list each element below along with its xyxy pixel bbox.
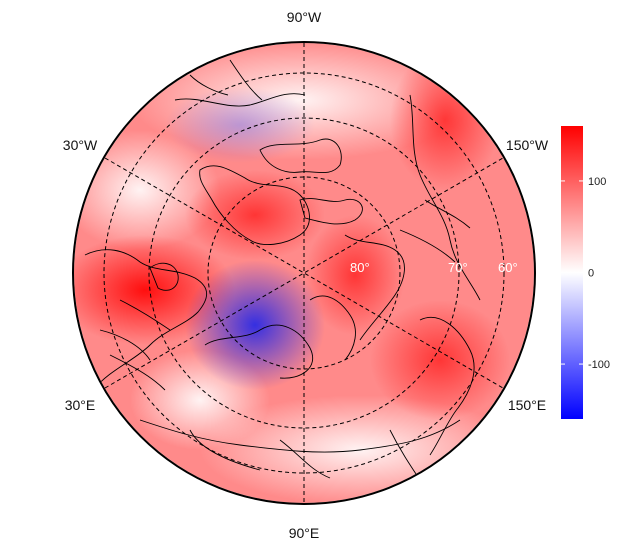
latitude-label-70: 70° [448, 260, 468, 275]
latitude-circle-60 [103, 72, 505, 474]
longitude-label-150e: 150°E [508, 397, 546, 413]
colorbar-ticks: 100 0 -100 [561, 176, 610, 371]
anomaly-east-asia [370, 300, 510, 420]
graticule [103, 43, 505, 503]
latitude-label-80: 80° [350, 260, 370, 275]
colorbar-tick-label: 100 [588, 176, 606, 188]
longitude-label-30e: 30°E [65, 397, 96, 413]
latitude-label-60: 60° [498, 260, 518, 275]
anomaly-west-siberia [185, 260, 325, 390]
colorbar-gradient [561, 126, 583, 419]
colorbar: 100 0 -100 [561, 126, 610, 419]
anomaly-greenland [185, 170, 325, 260]
colorbar-tick-label: 0 [588, 268, 594, 280]
longitude-label-150w: 150°W [506, 137, 549, 153]
longitude-label-30w: 30°W [63, 137, 98, 153]
anomaly-eastern-canada [165, 87, 315, 163]
latitude-circle-70 [148, 117, 460, 429]
coastlines [84, 59, 481, 481]
colorbar-tick-label: -100 [588, 359, 610, 371]
longitude-label-90e: 90°E [289, 525, 320, 541]
map-boundary [72, 41, 536, 505]
longitude-label-90w: 90°W [287, 9, 322, 25]
